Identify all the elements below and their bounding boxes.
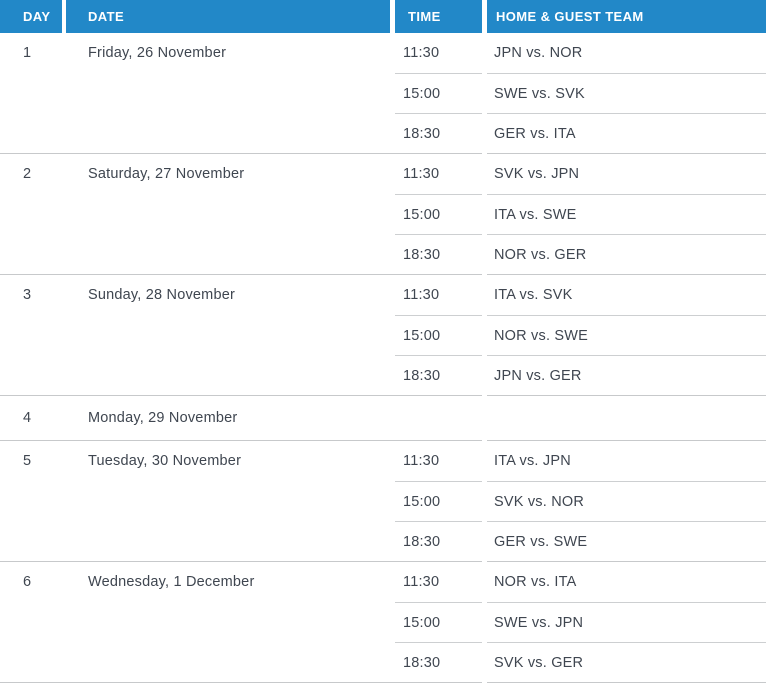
date-label (66, 642, 395, 683)
game-time (395, 396, 482, 440)
game-time: 11:30 (403, 166, 440, 182)
game-teams: SWE vs. SVK (487, 73, 766, 114)
day-group-4: 4 Monday, 29 November (0, 395, 766, 440)
game-row: 5 Tuesday, 30 November 11:30 ITA vs. JPN (0, 441, 766, 481)
game-row: 3 Sunday, 28 November 11:30 ITA vs. SVK (0, 275, 766, 315)
game-time: 15:00 (395, 315, 482, 356)
day-group-6: 6 Wednesday, 1 December 11:30 NOR vs. IT… (0, 561, 766, 683)
game-teams: JPN vs. GER (487, 355, 766, 396)
table-header: DAY DATE TIME HOME & GUEST TEAM (0, 0, 772, 33)
game-row: 18:30 GER vs. ITA (0, 113, 766, 153)
day-group-3: 3 Sunday, 28 November 11:30 ITA vs. SVK … (0, 274, 766, 395)
game-time: 11:30 (403, 574, 440, 590)
column-header-teams: HOME & GUEST TEAM (487, 0, 766, 33)
game-time: 15:00 (395, 73, 482, 114)
day-number (0, 73, 66, 114)
day-number (0, 521, 66, 562)
game-time: 11:30 (403, 45, 440, 61)
game-teams: NOR vs. ITA (494, 574, 577, 590)
game-teams: ITA vs. SVK (494, 287, 573, 303)
game-row: 15:00 ITA vs. SWE (0, 194, 766, 234)
date-label (66, 73, 395, 114)
day-number (0, 481, 66, 522)
day-number (0, 113, 66, 154)
column-header-date: DATE (66, 0, 390, 33)
game-time: 18:30 (395, 234, 482, 275)
day-number (0, 355, 66, 396)
game-row: 6 Wednesday, 1 December 11:30 NOR vs. IT… (0, 562, 766, 602)
day-number: 1 (23, 45, 32, 61)
day-number (0, 234, 66, 275)
day-number: 6 (23, 574, 32, 590)
game-time: 11:30 (403, 287, 440, 303)
date-label: Sunday, 28 November (88, 287, 236, 303)
game-time: 15:00 (395, 602, 482, 643)
date-label: Wednesday, 1 December (88, 574, 255, 590)
game-row: 1 Friday, 26 November 11:30 JPN vs. NOR (0, 33, 766, 73)
game-row: 15:00 NOR vs. SWE (0, 315, 766, 355)
day-number: 3 (23, 287, 32, 303)
day-number (0, 642, 66, 683)
day-group-5: 5 Tuesday, 30 November 11:30 ITA vs. JPN… (0, 440, 766, 561)
day-group-1: 1 Friday, 26 November 11:30 JPN vs. NOR … (0, 33, 766, 153)
day-number: 5 (23, 453, 32, 469)
day-number (0, 315, 66, 356)
game-teams: NOR vs. GER (487, 234, 766, 275)
date-label: Friday, 26 November (88, 45, 227, 61)
date-label: Saturday, 27 November (88, 166, 245, 182)
date-label (66, 521, 395, 562)
day-number: 2 (23, 166, 32, 182)
date-label (66, 234, 395, 275)
date-label: Monday, 29 November (88, 410, 238, 426)
column-header-time: TIME (395, 0, 482, 33)
game-time: 18:30 (395, 521, 482, 562)
game-teams: SVK vs. NOR (487, 481, 766, 522)
game-teams (487, 396, 766, 440)
day-number (0, 602, 66, 643)
game-teams: SVK vs. GER (487, 642, 766, 683)
game-row: 15:00 SVK vs. NOR (0, 481, 766, 521)
game-time: 18:30 (395, 355, 482, 396)
column-header-day: DAY (0, 0, 62, 33)
rest-day-row: 4 Monday, 29 November (0, 396, 766, 440)
game-row: 2 Saturday, 27 November 11:30 SVK vs. JP… (0, 154, 766, 194)
game-teams: ITA vs. JPN (494, 453, 571, 469)
day-number: 4 (23, 410, 32, 426)
game-teams: JPN vs. NOR (494, 45, 583, 61)
date-label (66, 194, 395, 235)
date-label: Tuesday, 30 November (88, 453, 242, 469)
game-teams: SVK vs. JPN (494, 166, 580, 182)
game-teams: GER vs. SWE (487, 521, 766, 562)
game-row: 18:30 JPN vs. GER (0, 355, 766, 395)
game-teams: SWE vs. JPN (487, 602, 766, 643)
date-label (66, 315, 395, 356)
date-label (66, 355, 395, 396)
game-teams: ITA vs. SWE (487, 194, 766, 235)
game-time: 15:00 (395, 481, 482, 522)
date-label (66, 481, 395, 522)
day-number (0, 194, 66, 235)
game-row: 18:30 GER vs. SWE (0, 521, 766, 561)
game-row: 18:30 SVK vs. GER (0, 642, 766, 682)
game-time: 11:30 (403, 453, 440, 469)
day-group-2: 2 Saturday, 27 November 11:30 SVK vs. JP… (0, 153, 766, 274)
game-row: 18:30 NOR vs. GER (0, 234, 766, 274)
game-teams: GER vs. ITA (487, 113, 766, 154)
game-teams: NOR vs. SWE (487, 315, 766, 356)
game-time: 18:30 (395, 642, 482, 683)
date-label (66, 113, 395, 154)
game-row: 15:00 SWE vs. SVK (0, 73, 766, 113)
date-label (66, 602, 395, 643)
game-time: 15:00 (395, 194, 482, 235)
game-row: 15:00 SWE vs. JPN (0, 602, 766, 642)
game-time: 18:30 (395, 113, 482, 154)
